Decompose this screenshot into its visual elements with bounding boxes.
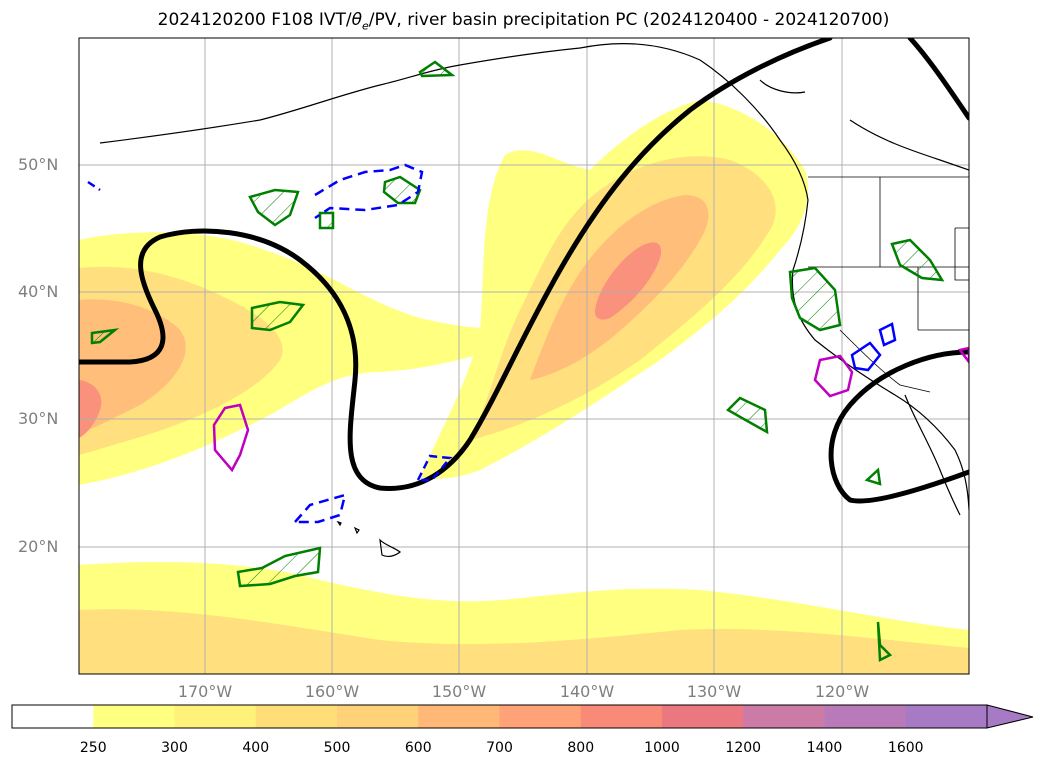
colorbar-label-1600: 1600 bbox=[887, 740, 924, 756]
plot-title: 2024120200 F108 IVT/θe/PV, river basin p… bbox=[0, 10, 1047, 32]
colorbar-label-500: 500 bbox=[323, 740, 351, 756]
colorbar-box-1 bbox=[93, 705, 175, 728]
theta-symbol: θ bbox=[351, 10, 362, 30]
green-contour-3 bbox=[90, 328, 120, 345]
lat-label-50: 50°N bbox=[18, 155, 59, 174]
green-contour-10 bbox=[788, 266, 842, 332]
lat-label-30: 30°N bbox=[18, 409, 59, 428]
ivt-shading bbox=[79, 100, 969, 674]
colorbar-label-700: 700 bbox=[486, 740, 513, 756]
colorbar-box-0 bbox=[12, 705, 94, 728]
colorbar-box-6 bbox=[499, 705, 582, 728]
magenta-contour-3 bbox=[957, 346, 969, 365]
colorbar-extend-arrow bbox=[986, 704, 1034, 729]
green-contour-1 bbox=[248, 188, 300, 227]
colorbar-label-400: 400 bbox=[242, 740, 270, 756]
green-contour-11 bbox=[864, 467, 882, 486]
colorbar-label-300: 300 bbox=[161, 740, 188, 756]
ivt-west-peak bbox=[79, 380, 102, 438]
colorbar-box-5 bbox=[418, 705, 500, 728]
colorbar-label-800: 800 bbox=[567, 740, 595, 756]
green-contour-7 bbox=[236, 546, 322, 588]
lon-label-160w: 160°W bbox=[304, 682, 360, 701]
magenta-contour-2 bbox=[813, 354, 854, 398]
theta-subscript: e bbox=[362, 19, 369, 33]
colorbar-label-600: 600 bbox=[404, 740, 432, 756]
ivt-plume-peak bbox=[594, 242, 662, 320]
lon-label-140w: 140°W bbox=[559, 682, 615, 701]
lon-label-170w: 170°W bbox=[177, 682, 233, 701]
colorbar-frame bbox=[11, 704, 988, 729]
lat-label-20: 20°N bbox=[18, 537, 59, 556]
green-contour-12 bbox=[876, 621, 893, 662]
negative-pc-contours bbox=[87, 163, 897, 524]
lat-label-40: 40°N bbox=[18, 282, 59, 301]
colorbar-label-1000: 1000 bbox=[644, 740, 680, 756]
ivt-south-mid bbox=[79, 609, 969, 674]
green-contour-4 bbox=[318, 211, 335, 230]
lon-label-150w: 150°W bbox=[431, 682, 487, 701]
lon-label-130w: 130°W bbox=[686, 682, 742, 701]
colorbar-box-2 bbox=[174, 705, 257, 728]
title-prefix: 2024120200 F108 IVT/ bbox=[157, 10, 352, 30]
map-frame bbox=[78, 37, 970, 675]
green-contour-8 bbox=[725, 396, 769, 435]
lon-label-120w: 120°W bbox=[814, 682, 870, 701]
green-contour-6 bbox=[418, 60, 456, 78]
high-pc-contours bbox=[212, 346, 969, 473]
green-contour-9 bbox=[890, 238, 945, 282]
colorbar-box-4 bbox=[337, 705, 419, 728]
colorbar-box-7 bbox=[580, 705, 663, 728]
positive-pc-contours bbox=[90, 60, 945, 662]
magenta-contour-1 bbox=[212, 403, 250, 473]
colorbar-label-250: 250 bbox=[79, 740, 107, 756]
blue-dashed-2 bbox=[292, 493, 347, 524]
colorbar-boxes bbox=[12, 705, 988, 728]
blue-dashed-3 bbox=[415, 454, 453, 482]
blue-dashed-1 bbox=[314, 163, 424, 220]
blue-solid-1 bbox=[850, 341, 882, 372]
colorbar-box-3 bbox=[255, 705, 338, 728]
colorbar-label-1400: 1400 bbox=[806, 740, 843, 756]
green-contour-2 bbox=[250, 300, 306, 332]
colorbar-box-8 bbox=[662, 705, 744, 728]
pv-contours bbox=[79, 38, 969, 504]
colorbar-label-1200: 1200 bbox=[725, 740, 762, 756]
colorbar-box-11 bbox=[905, 705, 988, 728]
colorbar-box-9 bbox=[743, 705, 825, 728]
title-suffix: /PV, river basin precipitation PC (20241… bbox=[368, 10, 890, 30]
coastlines bbox=[99, 42, 969, 558]
blue-solid-2 bbox=[878, 322, 897, 347]
blue-dashed-4 bbox=[87, 180, 101, 192]
green-contour-5 bbox=[382, 175, 422, 205]
colorbar-box-10 bbox=[824, 705, 907, 728]
